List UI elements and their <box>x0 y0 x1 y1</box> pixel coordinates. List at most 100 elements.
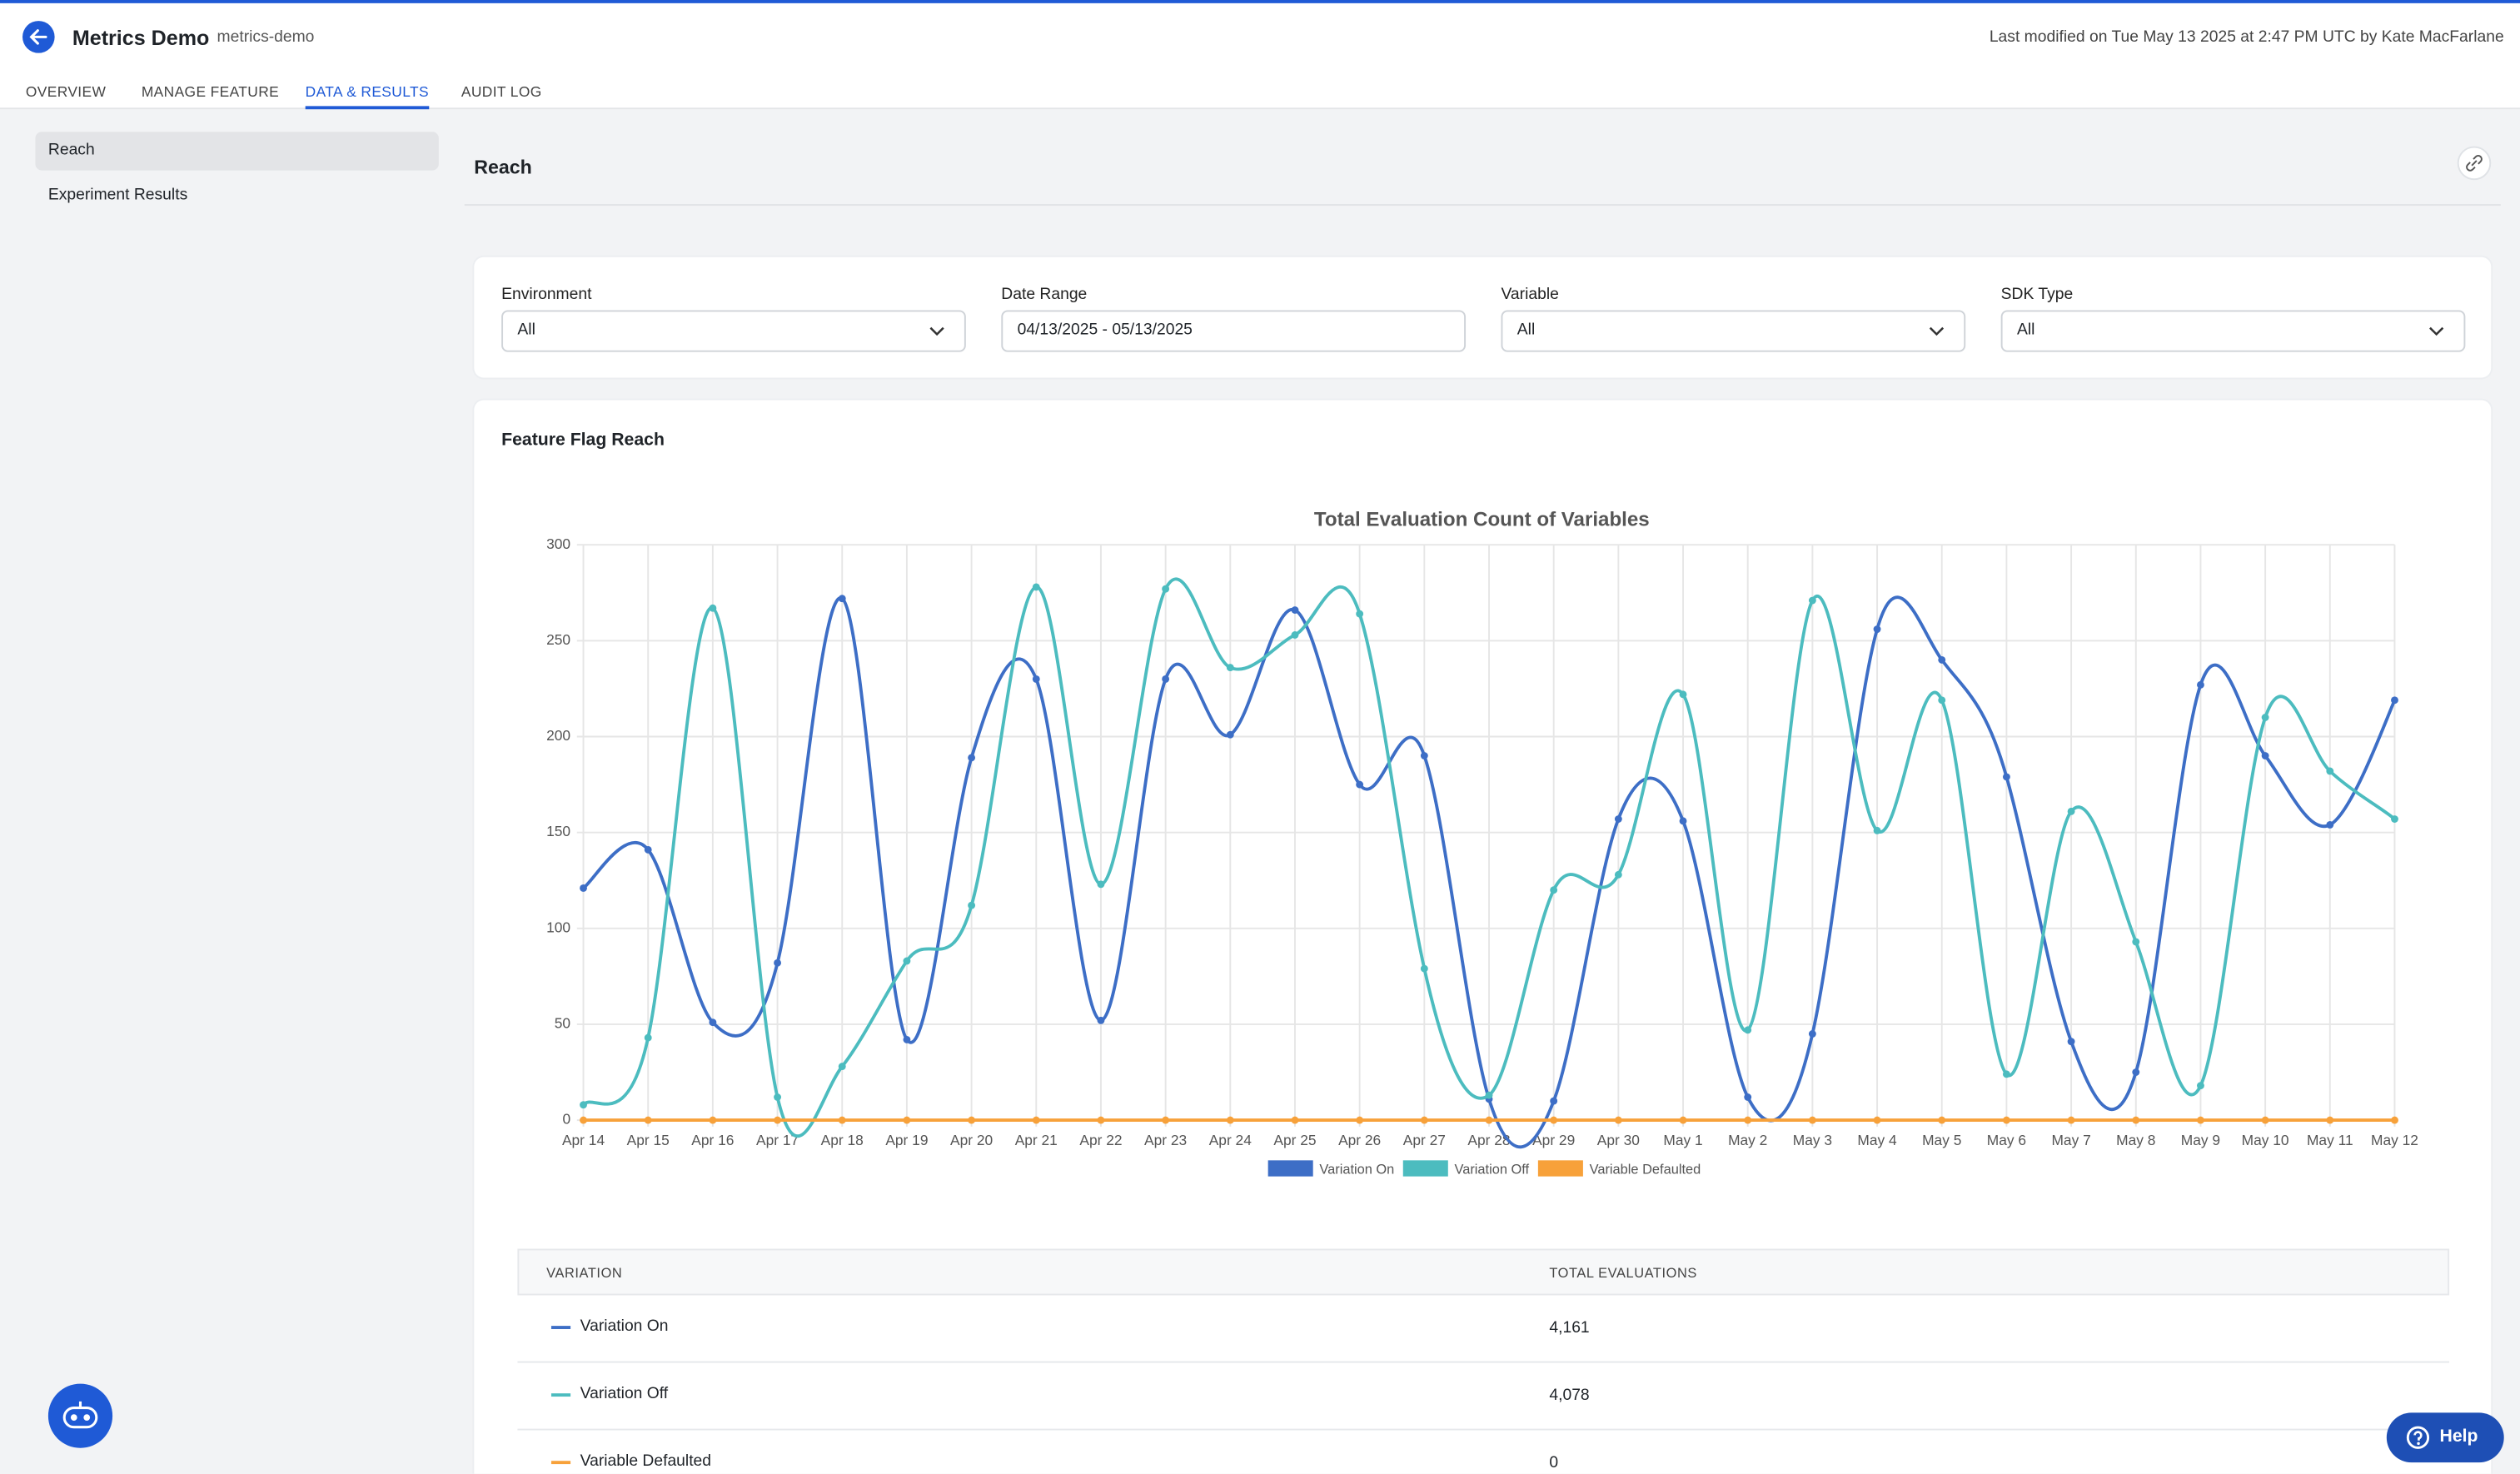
data-point <box>1744 1117 1751 1124</box>
assistant-button[interactable] <box>48 1384 112 1448</box>
x-tick-label: May 8 <box>2116 1132 2155 1148</box>
chart-title: Total Evaluation Count of Variables <box>1314 509 1650 531</box>
data-point <box>1162 585 1169 593</box>
data-point <box>1227 664 1234 671</box>
data-point <box>1680 690 1687 698</box>
x-tick-label: Apr 14 <box>562 1132 605 1148</box>
data-point <box>1938 696 1945 704</box>
table-row: Variation Off 4,078 <box>517 1363 2449 1431</box>
x-tick-label: Apr 24 <box>1209 1132 1252 1148</box>
x-tick-label: Apr 30 <box>1597 1132 1640 1148</box>
data-point <box>1356 610 1363 618</box>
x-tick-label: Apr 19 <box>885 1132 928 1148</box>
help-button[interactable]: Help <box>2387 1412 2504 1462</box>
x-tick-label: May 3 <box>1793 1132 1832 1148</box>
x-tick-label: Apr 20 <box>950 1132 993 1148</box>
data-point <box>1809 1030 1816 1038</box>
data-point <box>1744 1026 1751 1033</box>
legend-swatch <box>1268 1160 1313 1176</box>
x-tick-label: May 2 <box>1728 1132 1767 1148</box>
x-tick-label: May 1 <box>1663 1132 1702 1148</box>
data-point <box>1033 1117 1040 1124</box>
total-evaluations: 0 <box>1549 1455 1558 1472</box>
data-point <box>2391 696 2398 704</box>
data-point <box>1550 886 1557 894</box>
variation-name: Variation Off <box>580 1386 669 1403</box>
data-point <box>645 1117 652 1124</box>
data-point <box>2068 1117 2075 1124</box>
y-tick-label: 150 <box>546 823 570 839</box>
data-point <box>2003 1070 2010 1078</box>
data-point <box>2326 768 2333 775</box>
x-tick-label: Apr 18 <box>821 1132 864 1148</box>
help-icon <box>2406 1426 2430 1450</box>
data-point <box>1356 1117 1363 1124</box>
data-point <box>1421 1117 1428 1124</box>
data-point <box>2262 714 2269 721</box>
y-tick-label: 250 <box>546 631 570 648</box>
x-tick-label: May 11 <box>2307 1132 2353 1148</box>
data-point <box>1227 1117 1234 1124</box>
data-point <box>839 595 846 602</box>
data-point <box>709 1018 716 1026</box>
data-point <box>968 1117 975 1124</box>
x-tick-label: Apr 27 <box>1403 1132 1446 1148</box>
table-header: VARIATION TOTAL EVALUATIONS <box>517 1248 2449 1295</box>
data-point <box>2391 815 2398 823</box>
help-label: Help <box>2440 1427 2478 1447</box>
data-point <box>645 1034 652 1042</box>
data-point <box>968 902 975 909</box>
data-point <box>2003 1117 2010 1124</box>
total-evaluations: 4,161 <box>1549 1319 1589 1337</box>
data-point <box>1098 1117 1105 1124</box>
data-point <box>1615 815 1622 823</box>
data-point <box>709 605 716 612</box>
data-point <box>1098 1017 1105 1024</box>
data-point <box>839 1063 846 1070</box>
data-point <box>1874 625 1881 633</box>
x-tick-label: May 5 <box>1922 1132 1961 1148</box>
data-point <box>2068 1038 2075 1045</box>
total-evaluations: 4,078 <box>1549 1387 1589 1404</box>
data-point <box>2068 808 2075 815</box>
data-point <box>1033 583 1040 590</box>
data-point <box>580 884 587 892</box>
x-tick-label: May 9 <box>2181 1132 2220 1148</box>
data-point <box>1356 781 1363 789</box>
y-tick-label: 0 <box>562 1111 570 1128</box>
data-point <box>2197 1082 2204 1089</box>
x-tick-label: Apr 25 <box>1273 1132 1316 1148</box>
data-point <box>1421 752 1428 759</box>
x-tick-label: May 10 <box>2242 1132 2289 1148</box>
data-point <box>839 1117 846 1124</box>
x-tick-label: Apr 21 <box>1015 1132 1058 1148</box>
data-point <box>1421 965 1428 973</box>
legend-label: Variation On <box>1319 1162 1394 1177</box>
legend-label: Variation Off <box>1455 1162 1530 1177</box>
data-point <box>2391 1117 2398 1124</box>
data-point <box>709 1117 716 1124</box>
data-point <box>2326 821 2333 829</box>
x-tick-label: Apr 23 <box>1144 1132 1187 1148</box>
data-point <box>2003 773 2010 780</box>
variation-dash <box>551 1461 570 1464</box>
data-point <box>2132 1117 2139 1124</box>
data-point <box>1098 880 1105 888</box>
table-row: Variable Defaulted 0 <box>517 1431 2449 1474</box>
data-point <box>1486 1092 1493 1099</box>
data-point <box>580 1117 587 1124</box>
x-tick-label: Apr 16 <box>691 1132 734 1148</box>
data-point <box>2132 938 2139 945</box>
data-point <box>1680 1117 1687 1124</box>
x-tick-label: Apr 15 <box>627 1132 670 1148</box>
data-point <box>1680 817 1687 824</box>
bot-icon <box>48 1384 112 1448</box>
data-point <box>2262 1117 2269 1124</box>
data-point <box>1809 597 1816 605</box>
legend-label: Variable Defaulted <box>1590 1162 1701 1177</box>
legend-swatch <box>1538 1160 1583 1176</box>
data-point <box>1550 1117 1557 1124</box>
x-tick-label: Apr 22 <box>1079 1132 1122 1148</box>
data-point <box>2197 1117 2204 1124</box>
